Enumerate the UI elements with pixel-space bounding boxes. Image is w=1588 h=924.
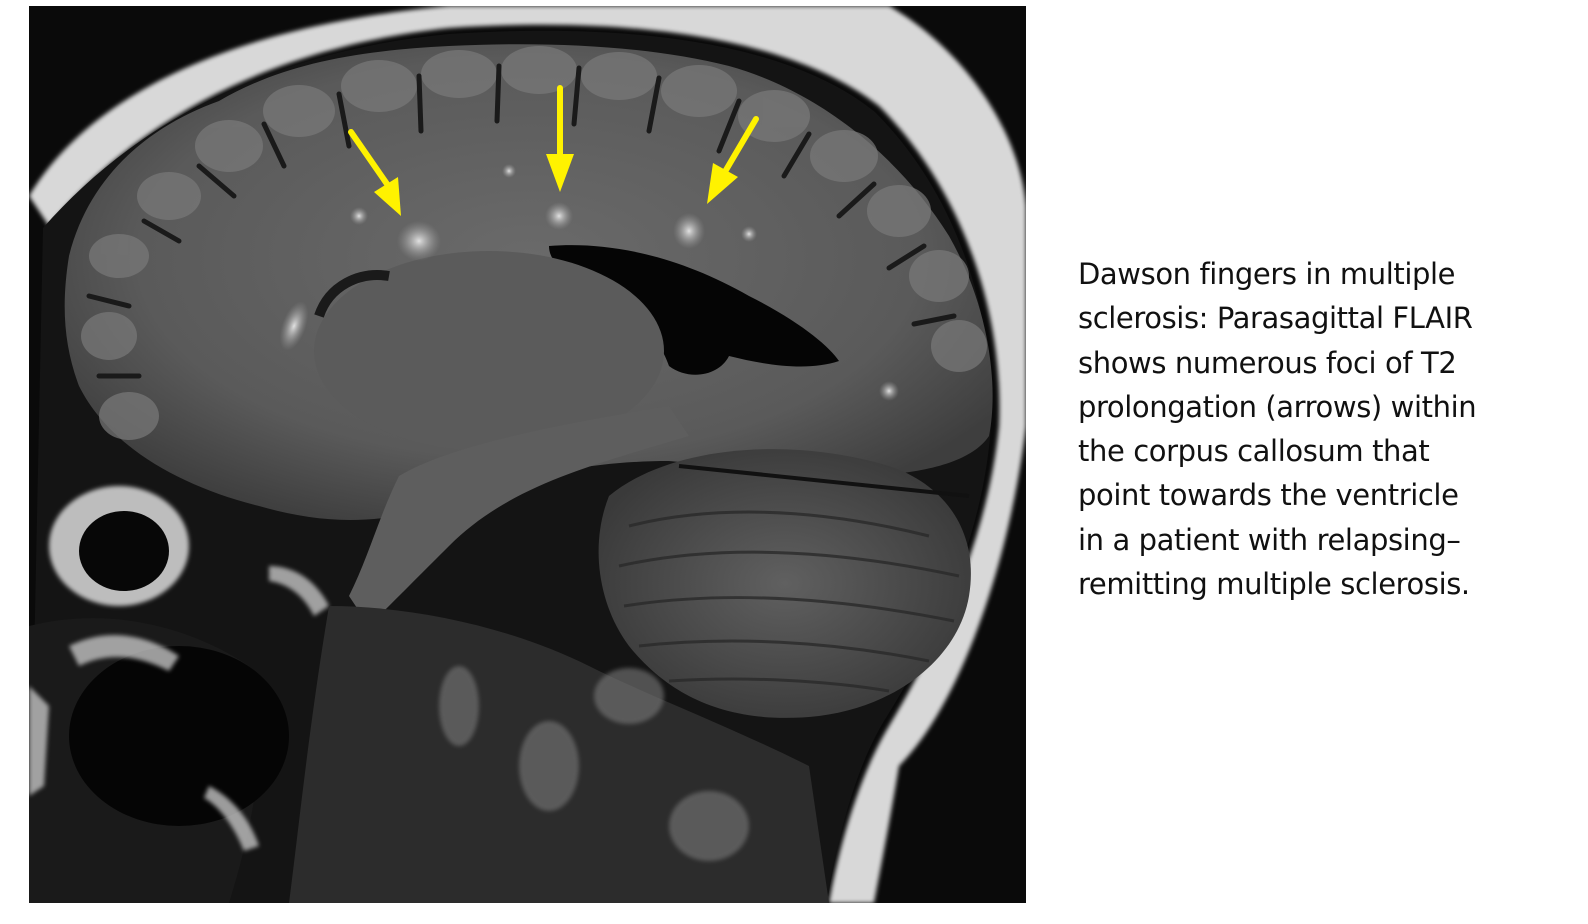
cortical-gyri bbox=[81, 46, 987, 440]
arrow-right bbox=[707, 116, 759, 204]
arrow-middle bbox=[546, 85, 574, 192]
lateral-ventricle bbox=[549, 245, 839, 375]
ms-lesions bbox=[279, 164, 899, 401]
facial-bones bbox=[29, 566, 329, 851]
maxillary-sinus bbox=[69, 646, 289, 826]
brainstem bbox=[349, 406, 689, 626]
cervical-structures bbox=[439, 666, 749, 861]
lesion-arrows bbox=[348, 85, 759, 216]
arrow-left bbox=[348, 129, 401, 216]
figure-caption: Dawson fingers in multiple sclerosis: Pa… bbox=[1078, 257, 1477, 602]
deep-sulcus bbox=[314, 270, 390, 318]
cerebellar-folia bbox=[618, 510, 960, 693]
orbit bbox=[79, 511, 169, 591]
mri-image bbox=[29, 6, 1026, 903]
scalp bbox=[29, 6, 1026, 903]
tentorium bbox=[678, 464, 970, 498]
mri-image-drawing bbox=[29, 6, 1026, 903]
sulci bbox=[86, 63, 957, 379]
thalamus bbox=[314, 251, 664, 451]
